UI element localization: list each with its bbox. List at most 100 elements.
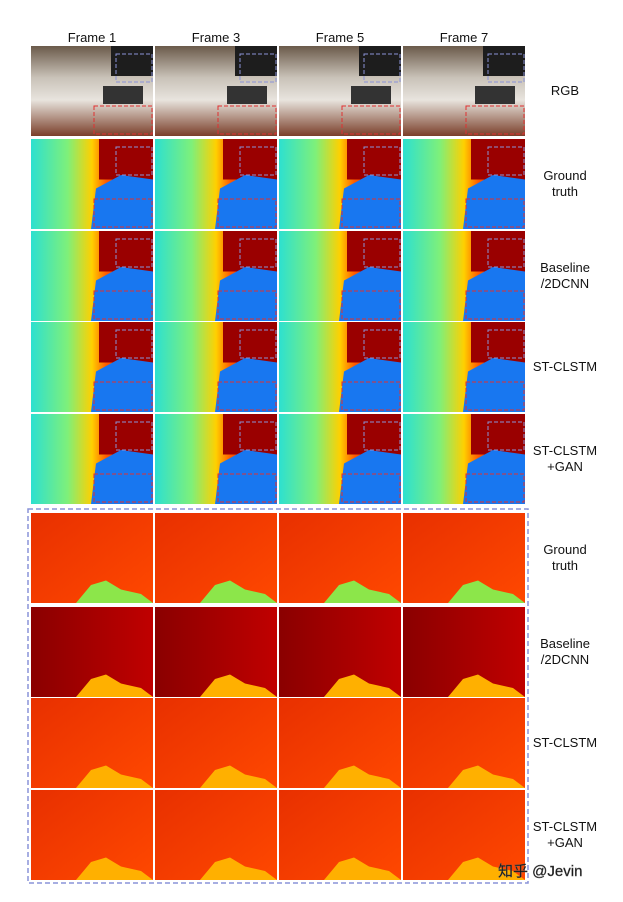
roi-box: [465, 198, 525, 228]
roi-box: [465, 105, 525, 135]
image: [324, 674, 401, 697]
image: [99, 414, 153, 455]
row-label: truth: [552, 558, 578, 573]
row-label: Ground: [543, 168, 586, 183]
image: [471, 231, 525, 272]
roi-box: [217, 105, 277, 135]
row-label: Baseline: [540, 636, 590, 651]
image: [76, 765, 153, 788]
roi-box: [115, 238, 153, 268]
column-header: Frame 5: [316, 30, 364, 45]
image: [111, 46, 153, 76]
roi-box: [239, 146, 277, 176]
image: [227, 86, 267, 104]
image: [359, 46, 401, 76]
image: [99, 231, 153, 272]
image-cell: [403, 231, 525, 321]
image-cell: [403, 513, 525, 603]
image-cell: [31, 414, 153, 504]
column-header: Frame 3: [192, 30, 240, 45]
image: [339, 358, 401, 412]
image-cell: [155, 790, 277, 880]
image: [103, 86, 143, 104]
image: [215, 450, 277, 504]
image: [99, 322, 153, 363]
roi-box: [363, 421, 401, 451]
roi-box: [239, 329, 277, 359]
roi-box: [341, 290, 401, 320]
image: [76, 580, 153, 603]
image-cell: [31, 46, 153, 136]
image: [448, 580, 525, 603]
roi-box: [239, 53, 277, 83]
image-cell: [403, 790, 525, 880]
row-label: /2DCNN: [541, 276, 589, 291]
image: [347, 139, 401, 180]
roi-box: [93, 198, 153, 228]
roi-box: [487, 146, 525, 176]
image: [223, 322, 277, 363]
row-label: ST-CLSTM: [533, 735, 597, 750]
image: [471, 139, 525, 180]
image-cell: [155, 46, 277, 136]
image-cell: [279, 698, 401, 788]
image: [223, 231, 277, 272]
image-cell: [155, 231, 277, 321]
image: [215, 267, 277, 321]
image: [324, 765, 401, 788]
roi-box: [115, 146, 153, 176]
image: [215, 175, 277, 229]
image: [463, 175, 525, 229]
image: [339, 267, 401, 321]
image: [448, 674, 525, 697]
image: [339, 450, 401, 504]
image-cell: [279, 513, 401, 603]
image: [351, 86, 391, 104]
roi-box: [93, 381, 153, 411]
image-cell: [155, 139, 277, 229]
image: [483, 46, 525, 76]
row-label: ST-CLSTM: [533, 819, 597, 834]
roi-box: [93, 105, 153, 135]
image: [463, 358, 525, 412]
image: [200, 580, 277, 603]
image: [324, 857, 401, 880]
image-cell: [279, 607, 401, 697]
image: [324, 580, 401, 603]
image: [91, 267, 153, 321]
roi-box: [93, 290, 153, 320]
roi-box: [115, 329, 153, 359]
image: [200, 674, 277, 697]
image-cell: [31, 698, 153, 788]
roi-box: [363, 238, 401, 268]
roi-box: [363, 53, 401, 83]
image: [463, 450, 525, 504]
image: [215, 358, 277, 412]
image: [339, 175, 401, 229]
row-label: Ground: [543, 542, 586, 557]
image: [200, 857, 277, 880]
roi-box: [239, 421, 277, 451]
image-cell: [279, 46, 401, 136]
roi-box: [487, 53, 525, 83]
image-cell: [155, 513, 277, 603]
row-label: RGB: [551, 83, 579, 98]
roi-box: [465, 381, 525, 411]
image: [475, 86, 515, 104]
roi-box: [115, 421, 153, 451]
roi-box: [115, 53, 153, 83]
image: [448, 765, 525, 788]
image-cell: [403, 414, 525, 504]
row-label: /2DCNN: [541, 652, 589, 667]
image-cell: [31, 607, 153, 697]
image-cell: [31, 513, 153, 603]
row-label: truth: [552, 184, 578, 199]
image: [76, 857, 153, 880]
image: [463, 267, 525, 321]
roi-box: [487, 238, 525, 268]
image: [91, 175, 153, 229]
image: [471, 322, 525, 363]
watermark: 知乎 @Jevin: [498, 863, 582, 880]
roi-box: [93, 473, 153, 503]
